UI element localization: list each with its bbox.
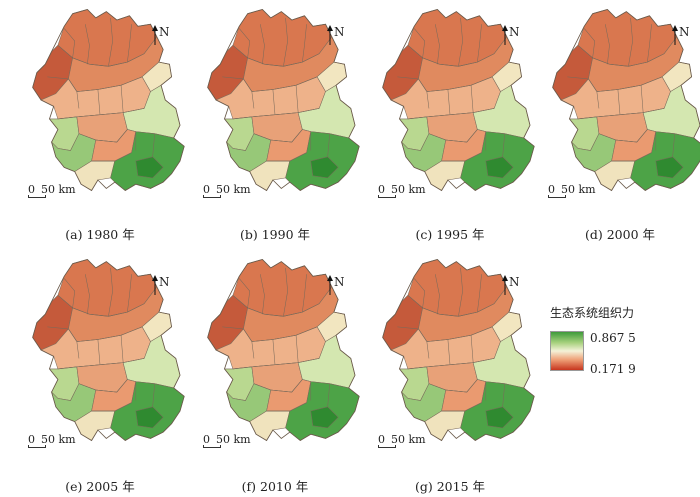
map-panel: N 0 50 km (535, 0, 700, 200)
north-arrow-icon (152, 25, 158, 45)
panel-caption: (a) 1980 年 (65, 227, 135, 242)
legend-title: 生态系统组织力 (550, 306, 635, 320)
north-arrow-icon (327, 275, 333, 295)
province-map (32, 259, 185, 442)
north-label: N (159, 25, 170, 39)
north-label: N (509, 25, 520, 39)
north-arrow-icon (672, 25, 678, 45)
north-label: N (679, 25, 690, 39)
panel-caption: (c) 1995 年 (415, 227, 485, 242)
scale-distance-label: 50 km (391, 183, 426, 196)
scale-bar-line (203, 195, 221, 198)
north-label: N (509, 275, 520, 289)
scale-zero-label: 0 (378, 183, 385, 196)
north-label: N (334, 25, 345, 39)
north-label: N (334, 275, 345, 289)
scale-zero-label: 0 (548, 183, 555, 196)
scale-zero-label: 0 (203, 433, 210, 446)
scale-distance-label: 50 km (41, 183, 76, 196)
map-panel: N 0 50 km (365, 0, 535, 200)
legend-max-value: 0.867 5 (590, 331, 636, 345)
map-panel: N 0 50 km (190, 0, 360, 200)
scale-bar-line (28, 195, 46, 198)
province-map (382, 259, 535, 442)
map-panel: N 0 50 km (15, 0, 185, 200)
map-panel: N 0 50 km (15, 250, 185, 450)
scale-distance-label: 50 km (391, 433, 426, 446)
north-arrow-icon (502, 25, 508, 45)
panel-caption: (d) 2000 年 (584, 227, 655, 242)
province-map (207, 9, 360, 192)
panel-caption: (b) 1990 年 (239, 227, 310, 242)
scale-zero-label: 0 (28, 433, 35, 446)
scale-zero-label: 0 (203, 183, 210, 196)
scale-bar-line (548, 195, 566, 198)
north-arrow-icon (327, 25, 333, 45)
province-map (207, 259, 360, 442)
scale-distance-label: 50 km (561, 183, 596, 196)
north-arrow-icon (502, 275, 508, 295)
province-map (382, 9, 535, 192)
north-label: N (159, 275, 170, 289)
panel-caption: (f) 2010 年 (241, 479, 309, 494)
scale-zero-label: 0 (28, 183, 35, 196)
map-panel: N 0 50 km (365, 250, 535, 450)
panel-caption: (g) 2015 年 (414, 479, 485, 494)
panel-caption: (e) 2005 年 (65, 479, 135, 494)
map-legend: 生态系统组织力 0.867 5 0.171 9 (550, 304, 690, 376)
legend-color-ramp (550, 331, 584, 371)
scale-bar-line (378, 445, 396, 448)
map-panel: N 0 50 km (190, 250, 360, 450)
north-arrow-icon (152, 275, 158, 295)
scale-zero-label: 0 (378, 433, 385, 446)
scale-bar-line (28, 445, 46, 448)
scale-bar-line (203, 445, 221, 448)
province-map (552, 9, 700, 192)
legend-min-value: 0.171 9 (590, 362, 636, 376)
scale-distance-label: 50 km (216, 433, 251, 446)
province-map (32, 9, 185, 192)
scale-distance-label: 50 km (216, 183, 251, 196)
scale-distance-label: 50 km (41, 433, 76, 446)
scale-bar-line (378, 195, 396, 198)
